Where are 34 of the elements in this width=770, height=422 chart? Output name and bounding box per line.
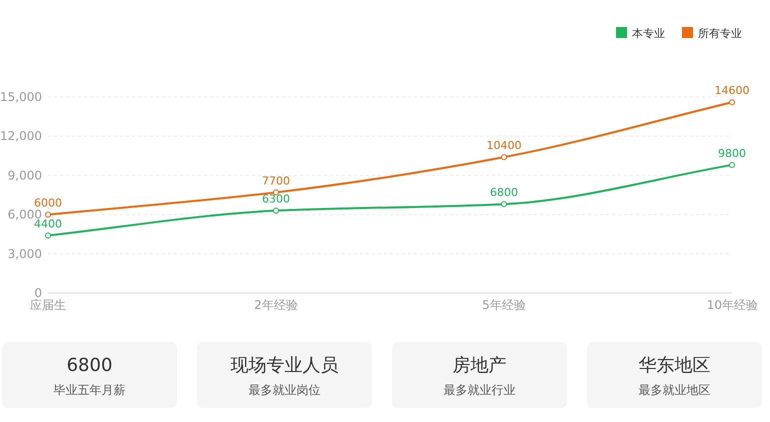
y-tick-label: 9,000 [8, 168, 42, 182]
data-label: 6300 [262, 192, 290, 206]
text: 最多就业行业 [444, 383, 516, 397]
data-label: 10400 [486, 139, 522, 152]
data-label: 6800 [490, 186, 518, 200]
data-label: 9800 [718, 146, 746, 160]
data-label: 7700 [262, 174, 290, 188]
point [45, 212, 51, 218]
x-tick-label: 10年经验 [706, 298, 758, 312]
point [729, 99, 735, 106]
data-label: 6000 [34, 196, 62, 210]
data-label: 4400 [34, 218, 62, 231]
text: 华东地区 [638, 355, 710, 376]
text: 最多就业岗位 [248, 383, 320, 397]
y-tick-label: 0 [34, 286, 42, 300]
text: 现场专业人员 [230, 355, 338, 376]
text: 房地产 [452, 355, 506, 376]
point [45, 232, 51, 239]
y-tick-label: 12,000 [0, 129, 42, 144]
data-label: 14600 [714, 84, 750, 98]
legend-label: 所有专业 [698, 27, 742, 40]
point [501, 201, 507, 208]
legend-label: 本专业 [632, 27, 665, 40]
y-tick-label: 3,000 [8, 246, 42, 261]
point [273, 208, 279, 214]
x-tick-label: 2年经验 [254, 298, 298, 312]
x-tick-label: 5年经验 [482, 298, 526, 312]
point [729, 162, 735, 168]
text: 毕业五年月薪 [54, 383, 126, 397]
text: 6800 [66, 355, 112, 376]
x-tick-label: 应届生 [30, 298, 66, 312]
text: 最多就业地区 [638, 383, 710, 397]
point [501, 154, 507, 160]
y-tick-label: 15,000 [0, 90, 42, 104]
